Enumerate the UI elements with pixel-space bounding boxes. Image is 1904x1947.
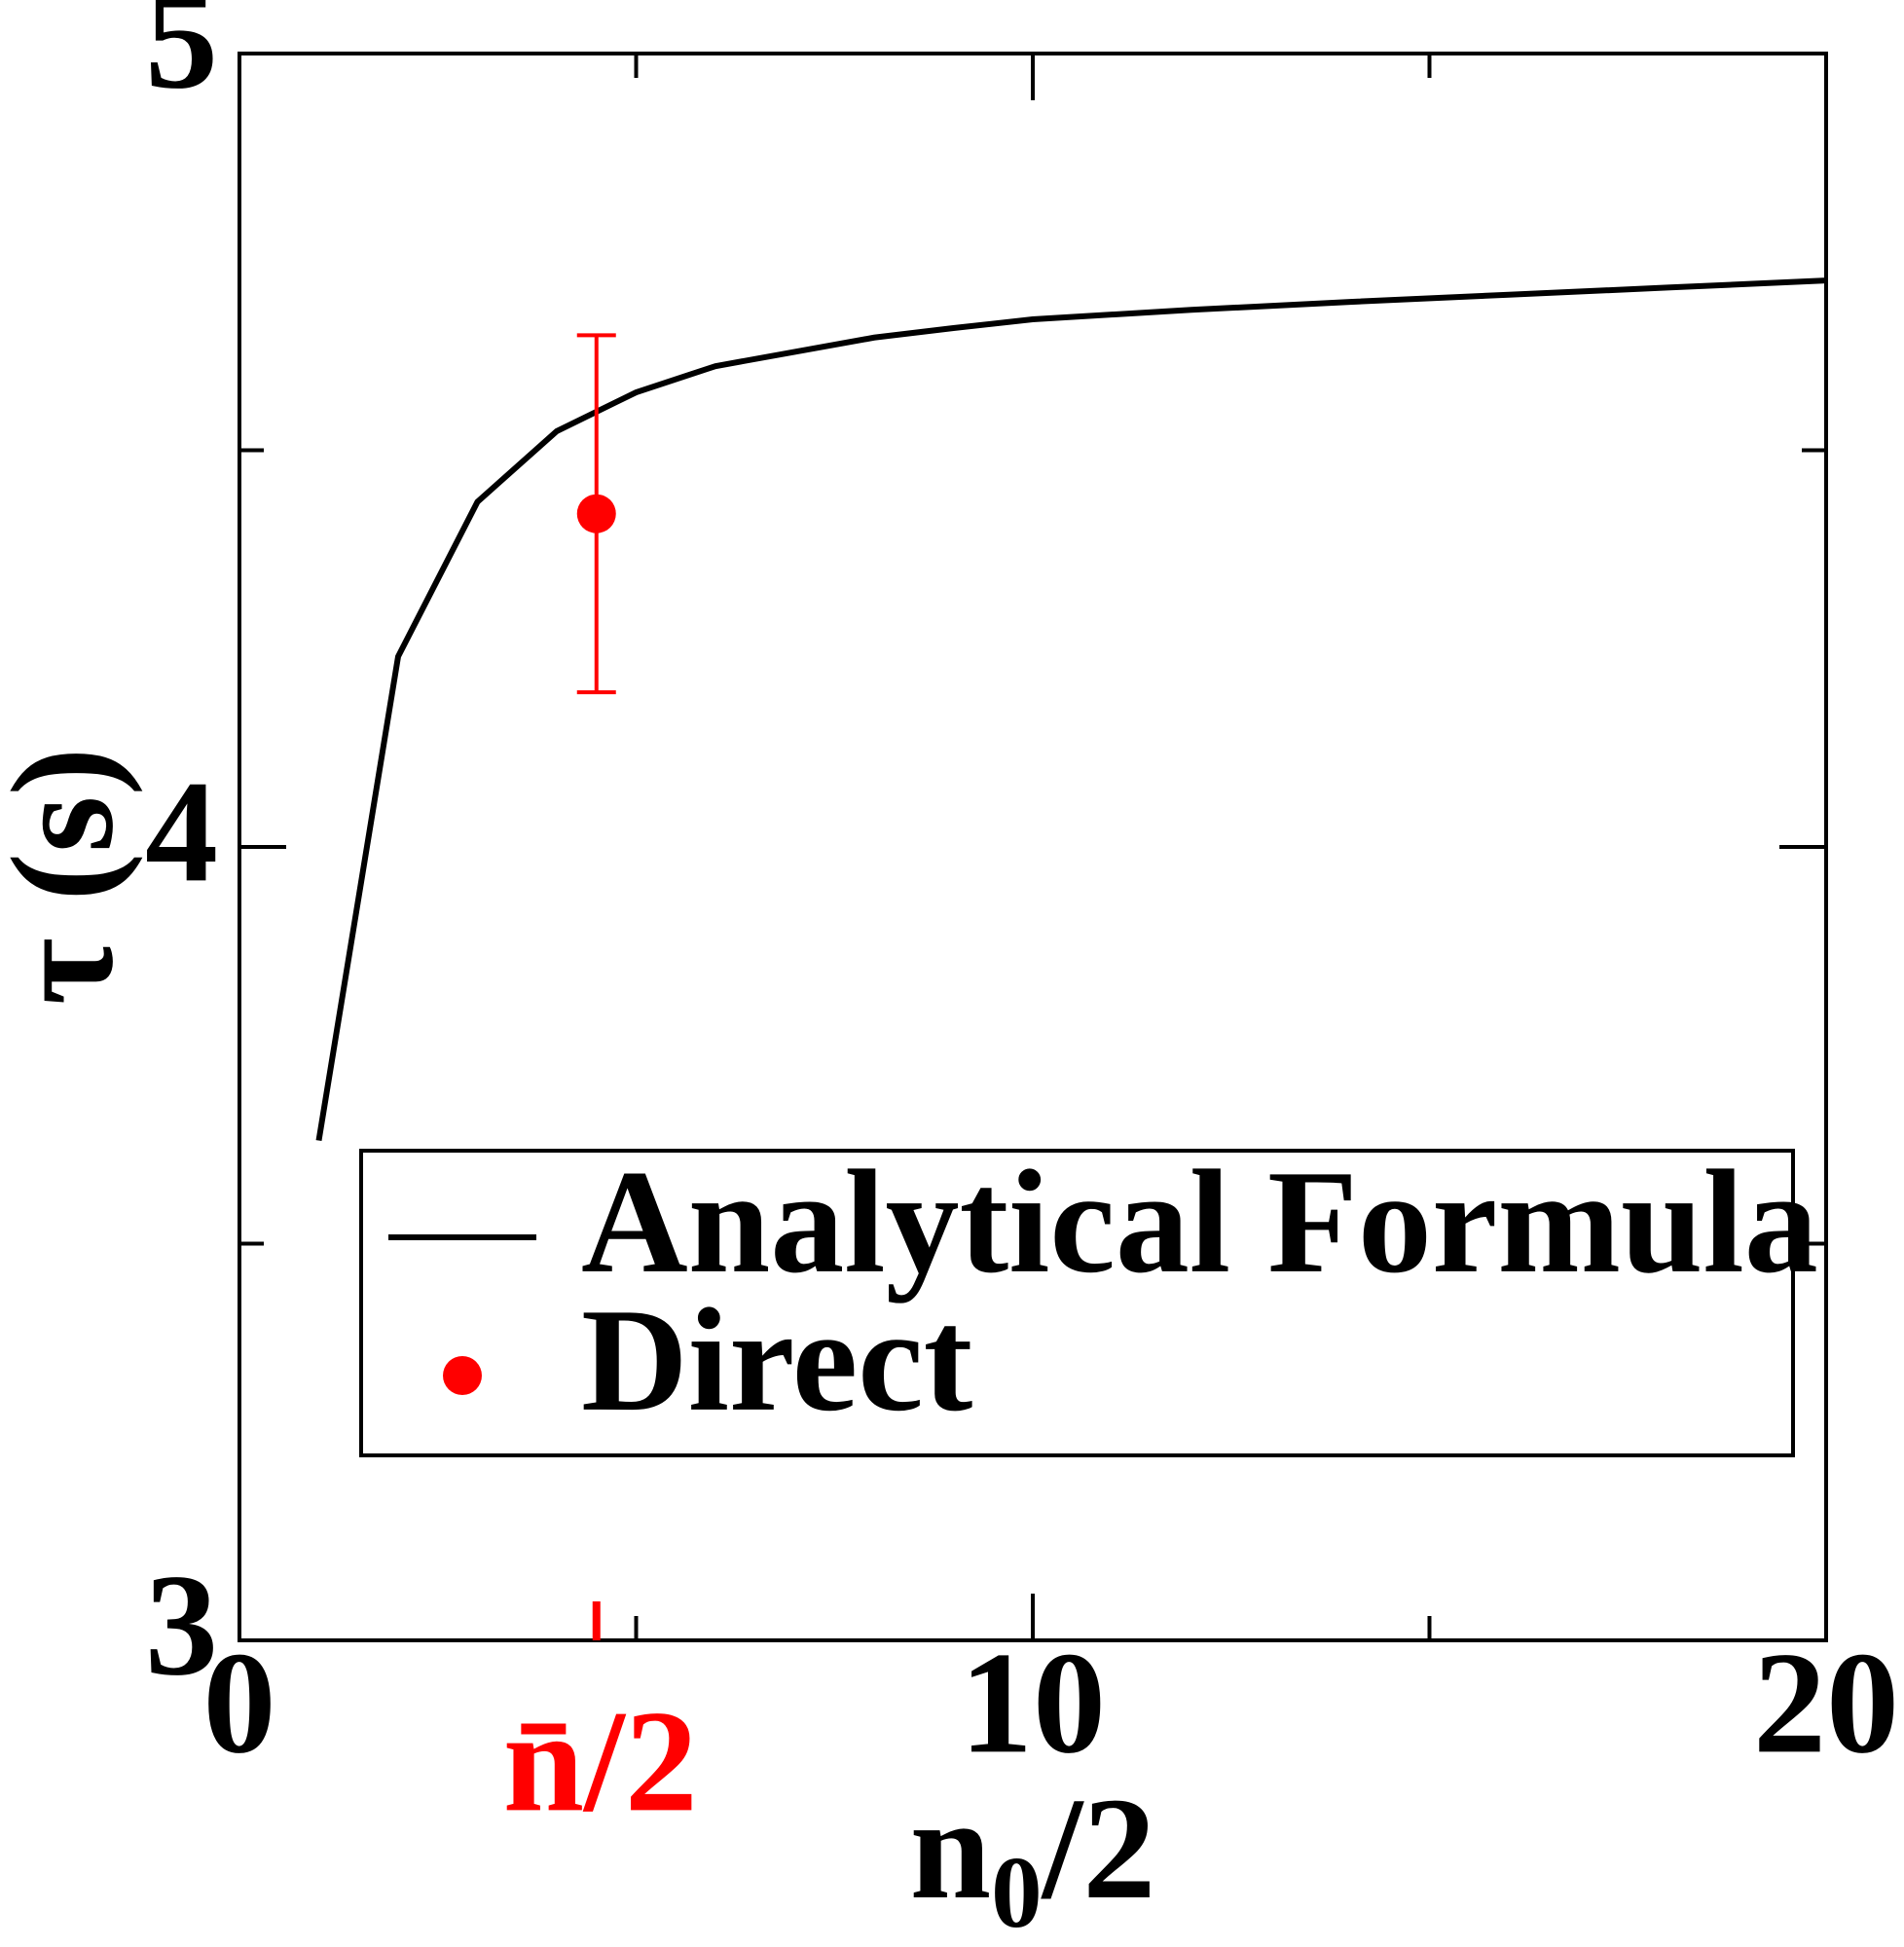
line-series — [315, 277, 1827, 1142]
y-tick-label: 4 — [145, 751, 218, 912]
x-tick-label: 10 — [960, 1622, 1106, 1783]
legend-box — [359, 1149, 1795, 1457]
x-tick-label: 20 — [1753, 1622, 1899, 1783]
x-tick-label: 0 — [203, 1622, 276, 1783]
legend-label: Direct — [581, 1278, 972, 1442]
legend-marker — [443, 1356, 482, 1395]
y-tick-label: 5 — [145, 0, 218, 119]
data-point — [576, 494, 616, 533]
y-axis-label: τ (s) — [0, 748, 143, 1006]
y-tick-label: 3 — [145, 1544, 218, 1706]
legend-label: Analytical Formula — [581, 1140, 1818, 1304]
x-axis-label: n0/2 — [910, 1768, 1156, 1947]
annotation: n̄/2 — [503, 1680, 698, 1842]
